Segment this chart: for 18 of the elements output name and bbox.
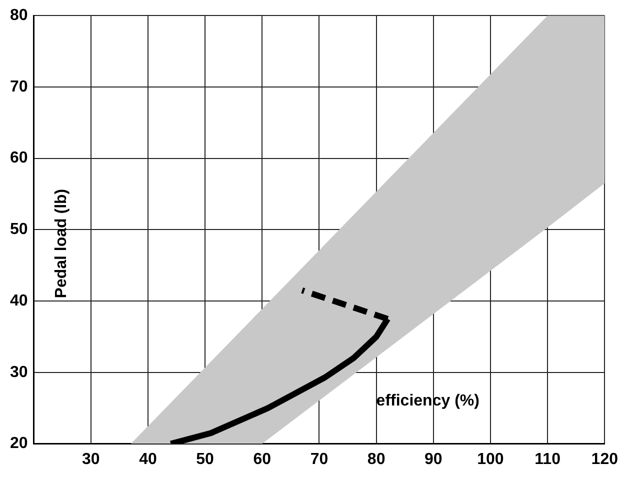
x-tick-label: 90 bbox=[424, 450, 442, 468]
y-axis-title: Pedal load (lb) bbox=[53, 188, 70, 298]
x-tick-label: 80 bbox=[367, 450, 386, 468]
x-tick-label: 110 bbox=[534, 450, 561, 468]
y-tick-label: 70 bbox=[10, 78, 28, 96]
x-tick-label: 50 bbox=[196, 450, 214, 468]
x-tick-label: 60 bbox=[253, 450, 272, 468]
x-tick-label: 30 bbox=[82, 450, 100, 468]
y-tick-label: 30 bbox=[10, 364, 28, 381]
y-tick-label: 20 bbox=[10, 435, 28, 452]
x-tick-label: 120 bbox=[591, 450, 618, 468]
x-tick-label: 40 bbox=[139, 450, 157, 468]
y-tick-label: 80 bbox=[10, 7, 28, 24]
y-tick-label: 40 bbox=[10, 292, 28, 310]
x-tick-label: 70 bbox=[310, 450, 328, 468]
x-tick-label: 100 bbox=[477, 450, 504, 468]
y-tick-label: 60 bbox=[10, 150, 28, 167]
y-tick-label: 50 bbox=[10, 221, 28, 238]
